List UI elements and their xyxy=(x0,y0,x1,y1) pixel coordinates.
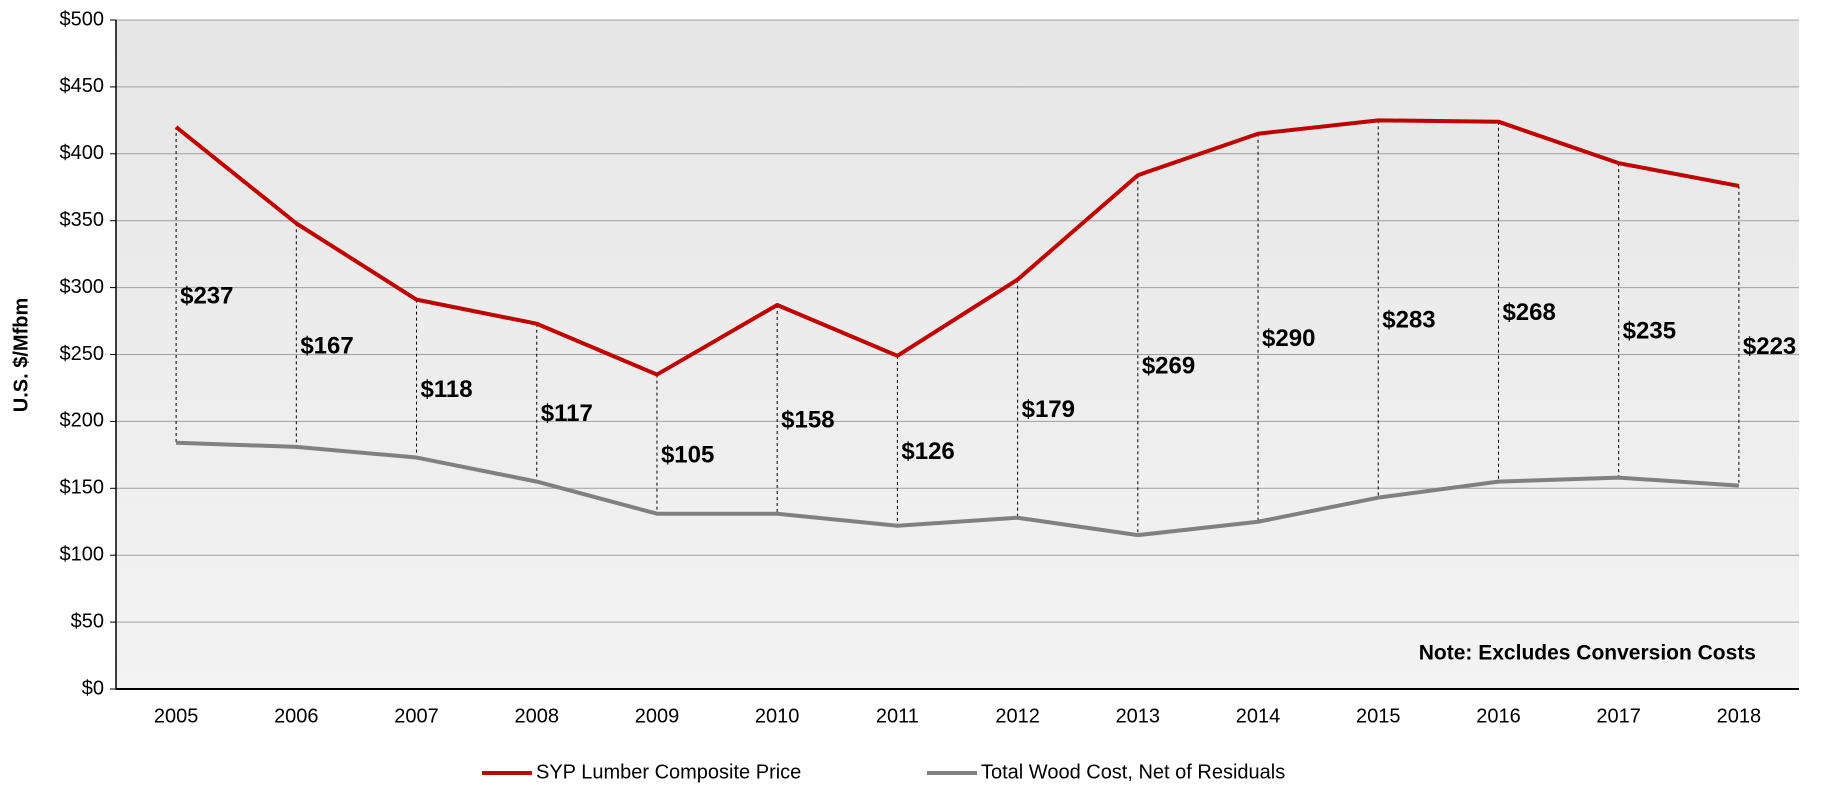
y-tick-label: $300 xyxy=(60,276,105,298)
spread-label: $290 xyxy=(1262,325,1315,352)
note: Note: Excludes Conversion Costs xyxy=(1419,642,1756,665)
spread-label: $237 xyxy=(180,282,233,309)
spread-label: $167 xyxy=(300,332,353,359)
x-tick-label: 2011 xyxy=(876,705,919,727)
x-tick-label: 2013 xyxy=(1116,705,1161,727)
spread-label: $179 xyxy=(1022,396,1075,423)
spread-label: $268 xyxy=(1502,299,1555,326)
y-tick-label: $100 xyxy=(60,543,105,565)
x-tick-label: 2015 xyxy=(1356,705,1401,727)
x-tick-label: 2006 xyxy=(274,705,319,727)
y-tick-label: $350 xyxy=(60,209,105,231)
spread-label: $223 xyxy=(1743,333,1796,360)
y-axis-label: U.S. $/Mfbm xyxy=(10,298,32,412)
x-tick-label: 2007 xyxy=(394,705,439,727)
spread-label: $269 xyxy=(1142,353,1195,380)
y-tick-label: $450 xyxy=(60,75,105,97)
spread-label: $118 xyxy=(421,376,473,403)
y-tick-label: $250 xyxy=(60,343,105,365)
series-line xyxy=(176,440,1740,538)
y-tick-label: $200 xyxy=(60,410,105,432)
spread-label: $126 xyxy=(901,438,954,465)
series-line xyxy=(174,118,1740,377)
x-tick-label: 2009 xyxy=(635,705,680,727)
x-tick-label: 2018 xyxy=(1717,705,1762,727)
spread-label: $235 xyxy=(1623,318,1676,345)
legend-label: Total Wood Cost, Net of Residuals xyxy=(981,761,1285,783)
y-tick-label: $400 xyxy=(60,142,105,164)
spread-label: $105 xyxy=(661,441,714,468)
y-tick-label: $150 xyxy=(60,477,105,499)
x-tick-label: 2016 xyxy=(1476,705,1521,727)
x-tick-label: 2008 xyxy=(515,705,560,727)
spread-label: $117 xyxy=(541,400,593,427)
spread-label: $283 xyxy=(1382,306,1435,333)
y-tick-label: $0 xyxy=(82,677,104,699)
legend-label: SYP Lumber Composite Price xyxy=(536,761,801,783)
x-tick-label: 2014 xyxy=(1236,705,1281,727)
y-tick-label: $50 xyxy=(71,610,104,632)
spread-label: $158 xyxy=(781,407,834,434)
x-tick-label: 2017 xyxy=(1596,705,1641,727)
x-tick-label: 2010 xyxy=(755,705,800,727)
x-tick-label: 2005 xyxy=(154,705,199,727)
x-tick-label: 2012 xyxy=(995,705,1040,727)
y-tick-label: $500 xyxy=(60,8,105,30)
